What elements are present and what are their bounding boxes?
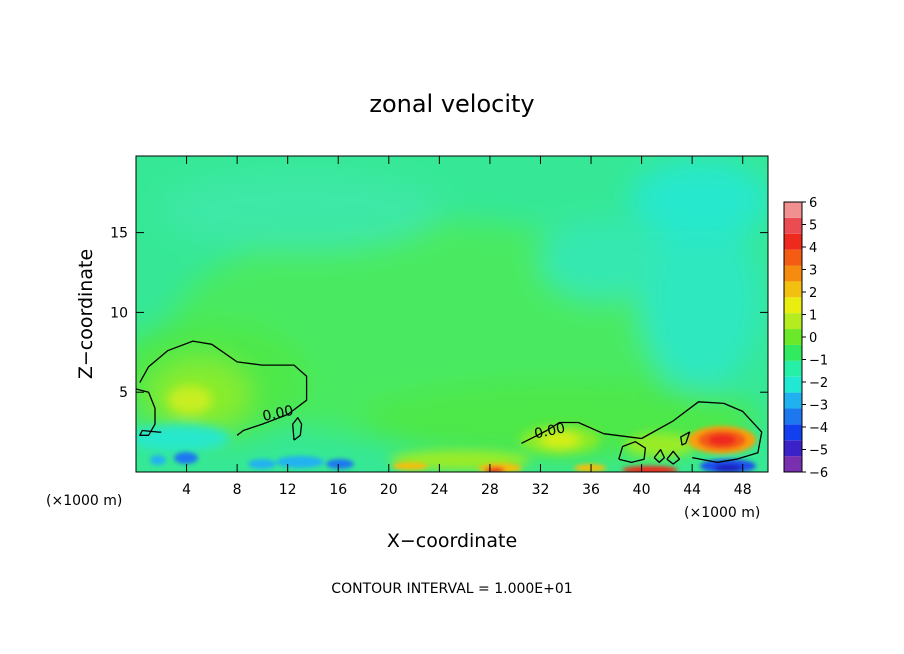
y-tick-label: 15 (110, 226, 128, 242)
x-tick-label: 24 (430, 482, 448, 498)
zero-contours (136, 340, 763, 465)
contour-line (136, 388, 162, 436)
colorbar-label: −5 (809, 444, 828, 459)
colorbar-swatch (784, 329, 802, 345)
x-tick-label: 48 (734, 482, 752, 498)
x-tick-label: 44 (683, 482, 701, 498)
colorbar-swatch (784, 344, 802, 361)
y-axis-label: Z−coordinate (75, 249, 97, 379)
colorbar-label: 5 (809, 219, 817, 234)
velocity-field (136, 156, 768, 472)
x-tick-label: 16 (329, 482, 347, 498)
x-tick-label: 12 (279, 482, 297, 498)
colorbar-swatch (784, 313, 802, 330)
plot-frame (135, 155, 769, 473)
contour-line (666, 450, 681, 465)
y-tick-label: 5 (119, 385, 128, 401)
contour-line (292, 417, 303, 441)
colorbar-swatch (784, 217, 802, 234)
colorbar-swatch (784, 297, 802, 314)
colorbar-label: 6 (809, 196, 817, 211)
contour-line (618, 441, 647, 464)
colorbar-label: 4 (809, 241, 817, 256)
colorbar-label: −6 (809, 466, 828, 481)
y-axis-ticks: 5 10 15 (110, 226, 768, 401)
x-tick-label: 4 (182, 482, 191, 498)
colorbar-swatch (784, 376, 802, 393)
x-tick-label: 8 (233, 482, 242, 498)
colorbar-label: 2 (809, 286, 817, 301)
chart-title: zonal velocity (369, 90, 534, 118)
colorbar-swatch (784, 265, 802, 282)
contour-labels: 0.00 0.00 (261, 403, 567, 443)
colorbar: 6 5 4 3 2 1 0 −1 −2 −3 −4 −5 −6 (783, 196, 828, 481)
x-unit-left: (×1000 m) (46, 493, 122, 509)
colorbar-label: 0 (809, 331, 817, 346)
x-tick-label: 36 (582, 482, 600, 498)
x-tick-label: 32 (532, 482, 550, 498)
colorbar-swatch (784, 392, 802, 409)
colorbar-swatch (784, 424, 802, 441)
colorbar-swatch (784, 249, 802, 266)
colorbar-swatch (784, 440, 802, 457)
contour-line (139, 340, 308, 436)
y-tick-label: 10 (110, 305, 128, 321)
contour-label: 0.00 (533, 420, 567, 442)
contour-line (521, 401, 763, 464)
colorbar-label: −1 (809, 354, 828, 369)
contour-interval-note: CONTOUR INTERVAL = 1.000E+01 (331, 581, 572, 597)
contour-line (680, 431, 691, 446)
x-axis-label: X−coordinate (387, 530, 517, 552)
x-axis-ticks: 4 8 12 16 20 24 28 32 36 40 44 48 (182, 156, 752, 498)
colorbar-swatch (784, 281, 802, 298)
colorbar-label: −2 (809, 376, 828, 391)
contour-line (653, 449, 666, 464)
colorbar-swatch (784, 360, 802, 377)
x-unit-right: (×1000 m) (684, 505, 760, 521)
colorbar-swatch (784, 233, 802, 250)
colorbar-swatch (784, 456, 802, 472)
colorbar-label: 1 (809, 309, 817, 324)
colorbar-swatch (784, 408, 802, 425)
contour-label: 0.00 (261, 403, 295, 425)
x-tick-label: 28 (481, 482, 499, 498)
colorbar-label: −4 (809, 421, 828, 436)
colorbar-swatch (784, 202, 802, 218)
x-tick-label: 40 (633, 482, 651, 498)
colorbar-label: 3 (809, 264, 817, 279)
x-tick-label: 20 (380, 482, 398, 498)
colorbar-label: −3 (809, 399, 828, 414)
